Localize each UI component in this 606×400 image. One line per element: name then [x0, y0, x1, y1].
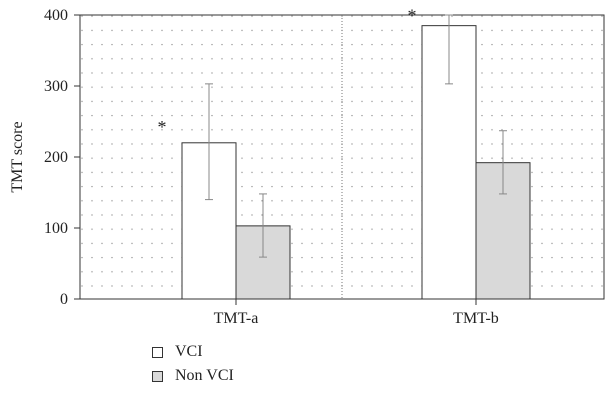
- y-axis-ticks: 0 100 200 300 400: [44, 7, 80, 308]
- legend-swatch: [152, 370, 163, 382]
- x-axis-labels: TMT-a TMT-b: [214, 299, 499, 327]
- legend: VCI Non VCI: [152, 340, 234, 388]
- legend-item-vci: VCI: [152, 340, 234, 364]
- y-axis-title: TMT score: [9, 121, 26, 192]
- x-tick-label: TMT-a: [214, 310, 259, 327]
- legend-item-non-vci: Non VCI: [152, 364, 234, 388]
- y-tick-label: 0: [60, 291, 68, 308]
- y-tick-label: 100: [44, 220, 68, 237]
- significance-star: *: [158, 117, 167, 137]
- y-tick-label: 200: [44, 149, 68, 166]
- significance-markers: **: [158, 6, 417, 137]
- y-tick-label: 300: [44, 78, 68, 95]
- legend-label: VCI: [175, 343, 203, 360]
- legend-label: Non VCI: [175, 367, 234, 384]
- y-tick-label: 400: [44, 7, 68, 24]
- x-tick-label: TMT-b: [453, 310, 499, 327]
- error-bars: [205, 14, 507, 258]
- significance-star: *: [408, 6, 417, 26]
- legend-swatch: [152, 346, 163, 358]
- bar-non-vci-tmt-b: [475, 162, 531, 300]
